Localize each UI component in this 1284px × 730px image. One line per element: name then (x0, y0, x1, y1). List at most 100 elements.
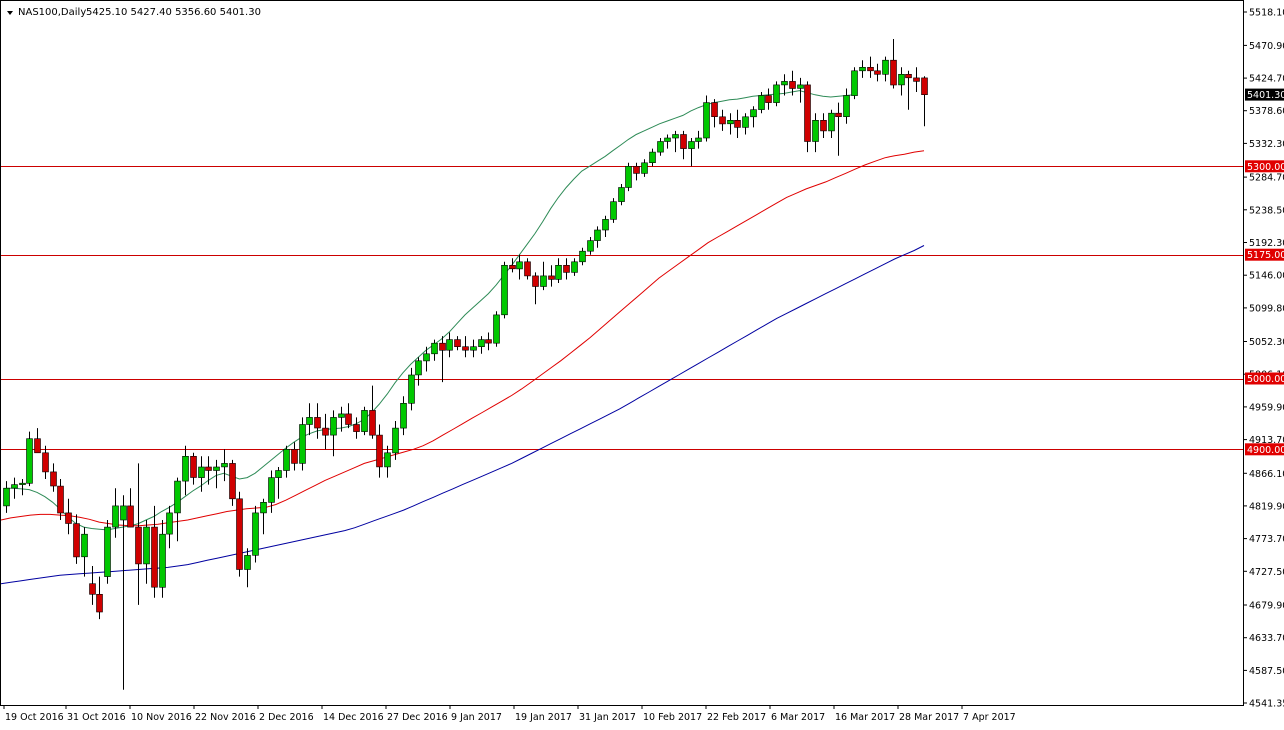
bull-candle-body (703, 102, 710, 139)
bull-candle-body (3, 487, 10, 507)
candle (415, 357, 422, 386)
bull-candle-body (19, 482, 26, 485)
x-tick-label: 19 Jan 2017 (515, 712, 572, 723)
candle (843, 88, 850, 124)
time-axis[interactable]: 19 Oct 2016 31 Oct 2016 10 Nov 2016 22 Nov … (3, 705, 1016, 723)
bull-candle-body (851, 70, 858, 96)
candle (905, 70, 912, 110)
bear-candle-body (804, 84, 811, 142)
candle (719, 109, 726, 131)
candle (3, 481, 10, 513)
bear-candle-body (151, 526, 158, 588)
bull-candle-body (275, 470, 282, 478)
bear-candle-body (50, 471, 57, 487)
bull-candle-body (501, 264, 508, 316)
price-axis[interactable]: 5518.10 5470.90 5424.70 5378.60 5332.30 5284.… (1243, 8, 1284, 710)
bull-candle-body (26, 438, 33, 484)
bear-candle-body (867, 67, 874, 72)
bull-candle-body (828, 112, 835, 132)
candle (688, 138, 695, 167)
candle (198, 456, 205, 492)
bull-candle-body (781, 81, 788, 86)
symbol-label: NAS100,Daily (18, 7, 86, 18)
candle (446, 332, 453, 358)
y-tick-label: 5099.80 (1249, 303, 1284, 314)
candle (664, 134, 671, 149)
candle (711, 99, 718, 128)
x-tick-label: 6 Mar 2017 (771, 712, 825, 723)
candle (96, 576, 103, 620)
candle (750, 106, 757, 128)
candle (462, 336, 469, 358)
bull-candle-body (773, 84, 780, 103)
bear-candle-body (73, 523, 80, 558)
candle (610, 198, 617, 223)
bear-candle-body (190, 455, 197, 478)
level-price-label: 5300.00 (1247, 162, 1284, 173)
candle (120, 495, 127, 690)
dropdown-triangle-icon[interactable] (7, 11, 13, 15)
candle (205, 456, 212, 485)
candle (431, 339, 438, 361)
current-price-label: 5401.30 (1247, 90, 1284, 101)
bull-candle-body (268, 477, 275, 503)
candle (26, 431, 33, 487)
candle (361, 406, 368, 436)
bull-candle-body (159, 533, 166, 588)
bull-candle-body (657, 141, 664, 153)
candle (509, 258, 516, 273)
bull-candle-body (797, 84, 804, 89)
candle (913, 67, 920, 92)
candle (400, 396, 407, 436)
bull-candle-body (81, 533, 88, 558)
bull-candle-body (400, 402, 407, 429)
x-tick-label: 19 Oct 2016 (5, 712, 64, 723)
x-tick-label: 10 Nov 2016 (131, 712, 192, 723)
candle (221, 449, 228, 482)
bull-candle-body (252, 512, 259, 556)
plot-frame (0, 0, 1244, 706)
bull-candle-body (415, 360, 422, 376)
bear-candle-body (34, 438, 41, 454)
bull-candle-body (587, 240, 594, 252)
level-price-tag (1245, 443, 1284, 456)
bear-candle-body (229, 463, 236, 500)
bear-candle-body (524, 261, 531, 277)
bear-candle-body (205, 466, 212, 471)
candle (244, 548, 251, 588)
candle (127, 488, 134, 528)
y-tick-label: 5470.90 (1249, 41, 1284, 52)
candle (470, 339, 477, 358)
candle (478, 336, 485, 354)
candle (540, 261, 547, 291)
candle (773, 81, 780, 107)
candle (384, 445, 391, 478)
y-tick-label: 4819.90 (1249, 501, 1284, 512)
y-tick-label: 4587.50 (1249, 666, 1284, 677)
bear-candle-body (765, 95, 772, 103)
candle (602, 215, 609, 237)
candle (190, 452, 197, 485)
candle (703, 95, 710, 142)
x-tick-label: 7 Apr 2017 (963, 712, 1016, 723)
bull-candle-body (244, 555, 251, 570)
candle (828, 109, 835, 138)
candle (882, 56, 889, 82)
bull-candle-body (446, 339, 453, 351)
bull-candle-body (213, 466, 220, 471)
bear-candle-body (719, 116, 726, 125)
y-tick-label: 5378.60 (1249, 106, 1284, 117)
candle (501, 261, 508, 319)
bear-candle-body (874, 70, 881, 75)
candle (57, 479, 64, 520)
bear-candle-body (65, 512, 72, 524)
level-price-label: 5000.00 (1247, 374, 1284, 385)
bear-candle-body (369, 410, 376, 436)
candle (330, 410, 337, 457)
y-tick-label: 5238.50 (1249, 205, 1284, 216)
bear-candle-body (680, 134, 687, 149)
candle (921, 76, 928, 127)
bull-candle-body (641, 162, 648, 174)
